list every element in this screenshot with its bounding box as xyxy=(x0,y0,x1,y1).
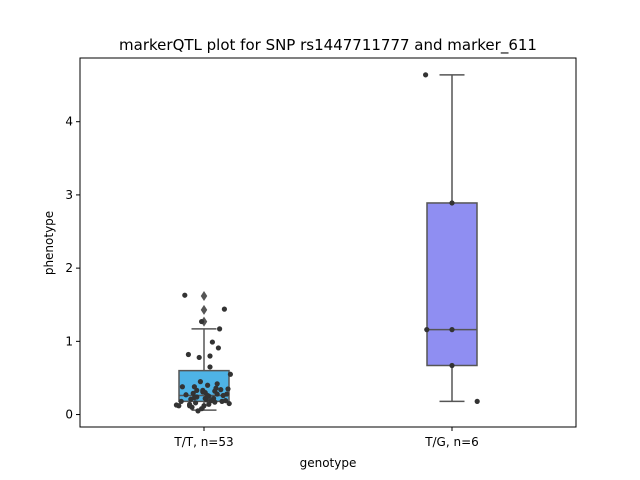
data-point xyxy=(423,72,429,78)
data-point xyxy=(227,371,233,377)
data-point xyxy=(191,384,197,390)
plot-frame xyxy=(79,57,577,428)
y-tick-label: 0 xyxy=(65,408,73,422)
data-point xyxy=(223,398,229,404)
chart-title: markerQTL plot for SNP rs1447711777 and … xyxy=(119,36,537,55)
box-iqr xyxy=(426,202,478,367)
outlier-marker xyxy=(200,304,208,315)
data-point xyxy=(215,345,221,351)
data-point xyxy=(449,327,455,333)
data-point xyxy=(208,398,214,404)
data-point xyxy=(207,364,213,370)
data-point xyxy=(424,327,430,333)
data-point xyxy=(193,400,199,406)
outlier-marker xyxy=(200,290,208,301)
y-tick-label: 2 xyxy=(65,261,73,275)
y-axis: 0 1 2 3 4 xyxy=(65,115,80,422)
data-point xyxy=(214,391,220,397)
data-point xyxy=(173,402,179,408)
data-point xyxy=(190,390,196,396)
y-tick-label: 1 xyxy=(65,334,73,348)
data-point xyxy=(205,382,211,388)
data-point xyxy=(449,362,455,369)
data-point xyxy=(199,318,205,325)
data-point xyxy=(194,387,200,393)
data-point xyxy=(185,351,191,358)
data-point xyxy=(196,354,202,361)
data-point xyxy=(449,200,455,206)
data-point xyxy=(205,392,211,399)
data-point xyxy=(183,392,189,398)
plot-area xyxy=(173,72,480,414)
data-point xyxy=(217,326,223,332)
x-axis: T/T, n=53 T/G, n=6 xyxy=(173,427,479,449)
x-axis-label: genotype xyxy=(300,456,357,470)
y-tick-label: 4 xyxy=(65,115,73,129)
x-tick-label: T/T, n=53 xyxy=(173,435,233,449)
data-point xyxy=(187,401,193,407)
data-point xyxy=(207,353,213,359)
data-point xyxy=(209,339,215,345)
box-group xyxy=(178,290,230,411)
data-point xyxy=(191,395,197,401)
y-axis-label: phenotype xyxy=(42,211,56,275)
data-point xyxy=(218,387,224,393)
data-point xyxy=(197,379,203,385)
data-point xyxy=(201,403,207,409)
x-tick-label: T/G, n=6 xyxy=(424,435,479,449)
data-point xyxy=(220,392,226,399)
data-point xyxy=(226,400,232,407)
data-point xyxy=(182,292,188,298)
data-point xyxy=(225,386,231,392)
data-point xyxy=(206,401,212,407)
data-point xyxy=(221,306,227,312)
box-group xyxy=(426,74,478,403)
data-point xyxy=(179,384,185,390)
data-point xyxy=(178,398,184,404)
data-point xyxy=(214,381,220,387)
data-point xyxy=(474,398,480,404)
y-tick-label: 3 xyxy=(65,188,73,202)
